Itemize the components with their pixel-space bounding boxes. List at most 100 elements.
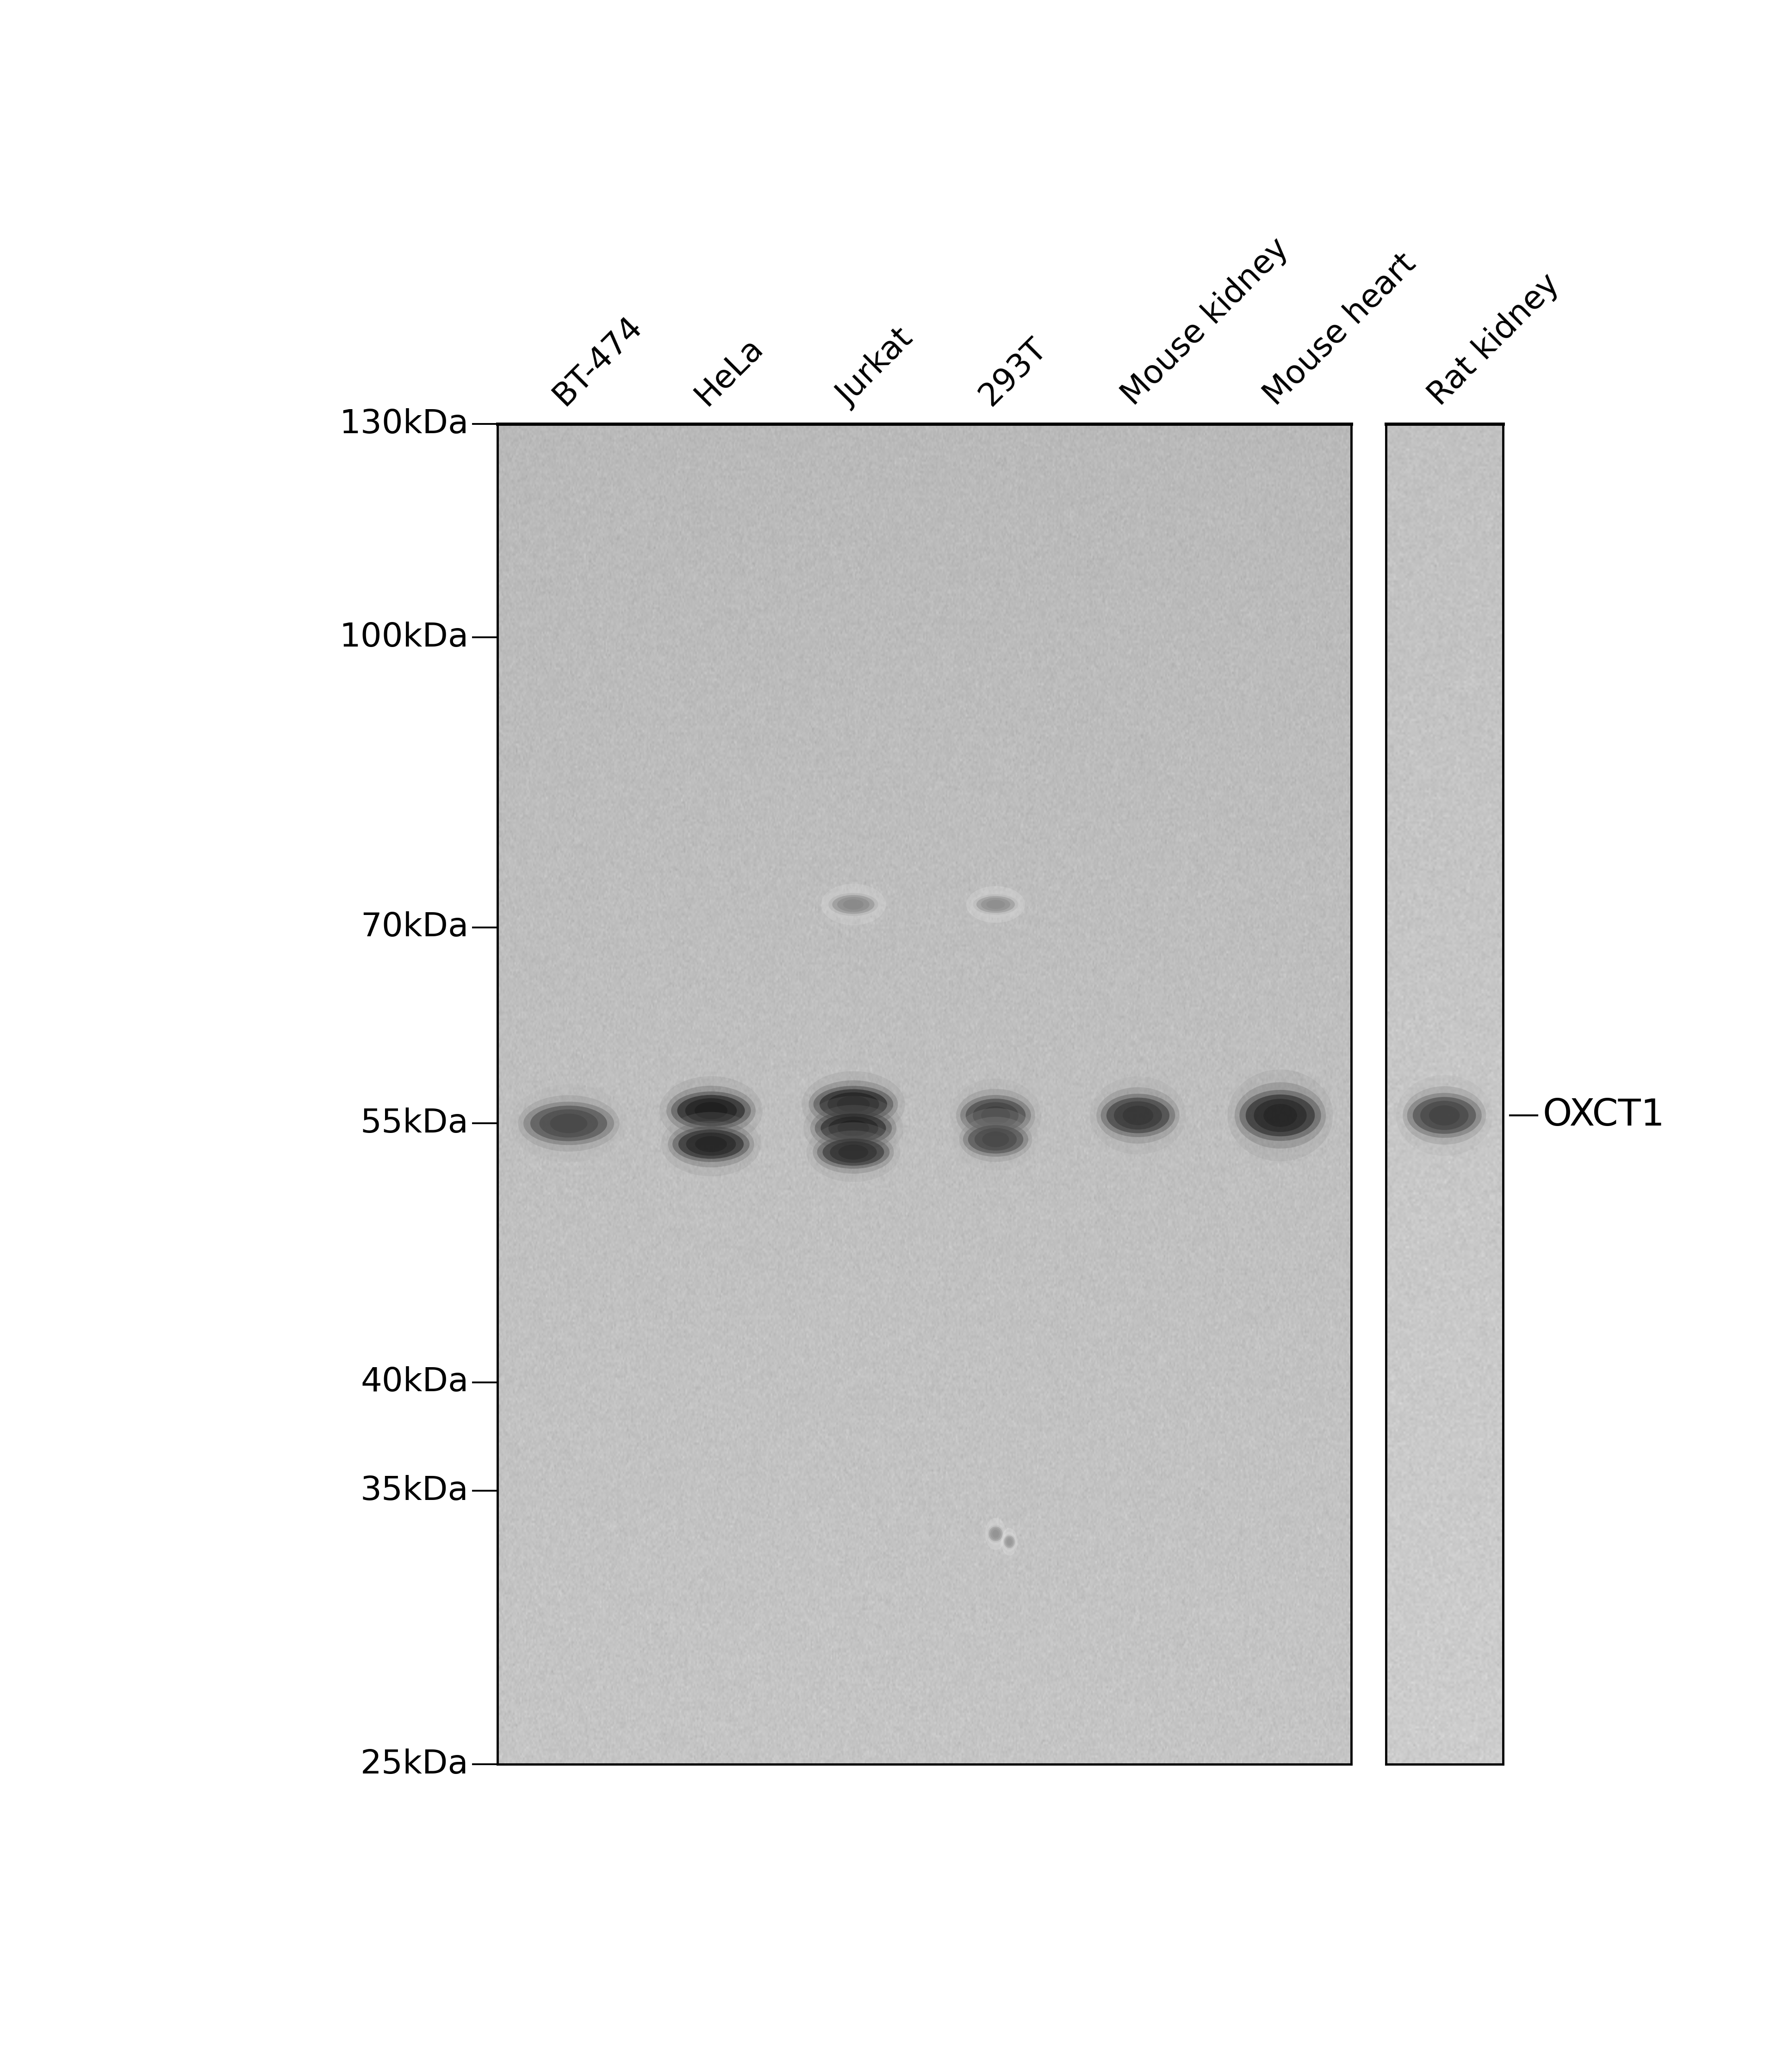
Text: OXCT1: OXCT1	[1542, 1098, 1665, 1133]
Ellipse shape	[832, 895, 874, 914]
Text: Jurkat: Jurkat	[832, 323, 919, 412]
Ellipse shape	[981, 1106, 1009, 1125]
Ellipse shape	[983, 1131, 1009, 1148]
Ellipse shape	[1114, 1102, 1162, 1129]
Ellipse shape	[976, 895, 1015, 914]
Ellipse shape	[990, 1527, 1000, 1539]
Ellipse shape	[1123, 1106, 1153, 1125]
Ellipse shape	[695, 1102, 727, 1119]
Text: 293T: 293T	[974, 332, 1054, 412]
Ellipse shape	[963, 1121, 1029, 1156]
Ellipse shape	[1429, 1104, 1459, 1125]
Ellipse shape	[510, 1084, 627, 1162]
Ellipse shape	[812, 1131, 894, 1173]
Ellipse shape	[954, 1109, 1038, 1171]
Ellipse shape	[551, 1113, 588, 1133]
Text: 40kDa: 40kDa	[361, 1365, 469, 1399]
Ellipse shape	[839, 1144, 869, 1160]
Ellipse shape	[1246, 1094, 1315, 1135]
Ellipse shape	[821, 885, 885, 924]
Ellipse shape	[837, 1121, 869, 1135]
Ellipse shape	[821, 1113, 887, 1144]
Ellipse shape	[677, 1094, 745, 1127]
Ellipse shape	[956, 1090, 1036, 1142]
Ellipse shape	[809, 1080, 897, 1127]
Ellipse shape	[1255, 1098, 1306, 1131]
Ellipse shape	[972, 1102, 1018, 1129]
Ellipse shape	[1413, 1096, 1477, 1133]
Ellipse shape	[981, 897, 1011, 912]
Ellipse shape	[974, 895, 1018, 914]
Ellipse shape	[668, 1121, 753, 1167]
Ellipse shape	[1096, 1088, 1180, 1144]
Ellipse shape	[1263, 1104, 1297, 1127]
Ellipse shape	[974, 1127, 1016, 1150]
Ellipse shape	[1089, 1075, 1185, 1154]
Text: 70kDa: 70kDa	[361, 912, 469, 943]
Ellipse shape	[992, 1529, 999, 1537]
Text: 130kDa: 130kDa	[339, 408, 469, 439]
Ellipse shape	[988, 1525, 1004, 1544]
Ellipse shape	[830, 1142, 876, 1162]
Ellipse shape	[988, 1527, 1002, 1542]
Ellipse shape	[816, 1111, 892, 1146]
Ellipse shape	[842, 899, 864, 910]
Ellipse shape	[828, 1092, 880, 1117]
Text: 25kDa: 25kDa	[361, 1749, 469, 1780]
Ellipse shape	[1002, 1531, 1016, 1552]
Ellipse shape	[666, 1086, 755, 1135]
Ellipse shape	[965, 1098, 1025, 1131]
Ellipse shape	[1228, 1069, 1333, 1160]
Text: BT-474: BT-474	[547, 311, 649, 412]
Ellipse shape	[823, 1138, 885, 1167]
Ellipse shape	[970, 891, 1022, 918]
Ellipse shape	[686, 1133, 736, 1156]
Ellipse shape	[530, 1106, 608, 1142]
Ellipse shape	[1002, 1533, 1016, 1550]
Ellipse shape	[803, 1096, 903, 1160]
Text: 100kDa: 100kDa	[339, 622, 469, 653]
Ellipse shape	[661, 1113, 761, 1177]
Ellipse shape	[801, 1071, 904, 1138]
Ellipse shape	[1397, 1075, 1493, 1156]
Ellipse shape	[986, 899, 1006, 910]
Ellipse shape	[1239, 1090, 1320, 1142]
Ellipse shape	[679, 1129, 745, 1158]
Ellipse shape	[1004, 1535, 1015, 1548]
Text: HeLa: HeLa	[689, 332, 769, 412]
Ellipse shape	[960, 1094, 1031, 1135]
Ellipse shape	[1402, 1086, 1486, 1144]
Text: 55kDa: 55kDa	[361, 1106, 469, 1140]
Ellipse shape	[968, 1125, 1024, 1154]
Text: Mouse heart: Mouse heart	[1258, 249, 1422, 412]
Ellipse shape	[819, 1090, 887, 1119]
Ellipse shape	[814, 1086, 894, 1123]
Ellipse shape	[817, 1135, 890, 1169]
Ellipse shape	[540, 1109, 599, 1138]
Ellipse shape	[519, 1096, 620, 1152]
Ellipse shape	[986, 1523, 1004, 1546]
Ellipse shape	[810, 1104, 896, 1152]
Ellipse shape	[951, 1080, 1041, 1152]
Ellipse shape	[837, 897, 869, 912]
Ellipse shape	[826, 889, 881, 920]
Ellipse shape	[984, 1519, 1006, 1550]
Ellipse shape	[1420, 1100, 1468, 1129]
Text: Mouse kidney: Mouse kidney	[1116, 232, 1295, 412]
Text: 35kDa: 35kDa	[361, 1475, 469, 1506]
Ellipse shape	[828, 1117, 878, 1140]
Ellipse shape	[837, 1096, 869, 1113]
Ellipse shape	[1107, 1098, 1169, 1133]
Ellipse shape	[659, 1075, 762, 1146]
Ellipse shape	[967, 887, 1025, 922]
Ellipse shape	[1006, 1537, 1013, 1548]
Ellipse shape	[672, 1127, 750, 1162]
Ellipse shape	[960, 1117, 1032, 1162]
Ellipse shape	[1008, 1537, 1013, 1546]
Ellipse shape	[1407, 1092, 1482, 1138]
Ellipse shape	[828, 893, 878, 916]
Ellipse shape	[524, 1102, 615, 1146]
Ellipse shape	[1235, 1082, 1326, 1148]
Ellipse shape	[1100, 1094, 1175, 1138]
Ellipse shape	[1000, 1527, 1018, 1556]
